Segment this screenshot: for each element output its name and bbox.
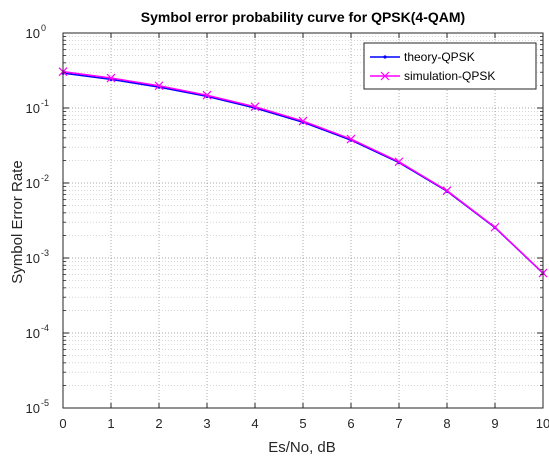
data-point-x-marker xyxy=(298,116,308,126)
x-tick-label: 0 xyxy=(59,416,66,431)
y-tick-exponent: -4 xyxy=(41,323,49,333)
y-tick-label: 10 xyxy=(26,26,40,41)
y-tick-label: 10 xyxy=(26,401,40,416)
y-tick-exponent: 0 xyxy=(41,23,46,33)
legend-x-marker xyxy=(380,71,390,81)
data-point-x-marker xyxy=(490,222,500,232)
data-point-x-marker xyxy=(154,81,164,91)
y-tick-exponent: -1 xyxy=(41,98,49,108)
legend-label: simulation-QPSK xyxy=(404,69,495,83)
data-point-x-marker xyxy=(394,157,404,167)
x-tick-label: 9 xyxy=(491,416,498,431)
axis-ticks xyxy=(62,32,544,409)
legend-box xyxy=(363,42,537,90)
chart-title: Symbol error probability curve for QPSK(… xyxy=(141,9,465,25)
x-axis-label: Es/No, dB xyxy=(268,439,336,456)
y-tick-exponent: -3 xyxy=(41,248,49,258)
data-point-x-marker xyxy=(346,134,356,144)
x-tick-label: 4 xyxy=(251,416,258,431)
legend-point-marker xyxy=(383,55,387,59)
x-tick-label: 3 xyxy=(203,416,210,431)
legend-label: theory-QPSK xyxy=(404,50,475,64)
x-tick-label: 10 xyxy=(536,416,549,431)
y-tick-exponent: -5 xyxy=(41,398,49,408)
y-tick-label: 10 xyxy=(26,326,40,341)
x-tick-label: 1 xyxy=(107,416,114,431)
data-point-x-marker xyxy=(250,102,260,112)
x-tick-label: 8 xyxy=(443,416,450,431)
y-tick-exponent: -2 xyxy=(41,173,49,183)
data-point-x-marker xyxy=(106,73,116,83)
x-tick-label: 6 xyxy=(347,416,354,431)
x-tick-label: 7 xyxy=(395,416,402,431)
x-tick-label: 5 xyxy=(299,416,306,431)
y-tick-label: 10 xyxy=(26,101,40,116)
legend: theory-QPSK simulation-QPSK xyxy=(363,42,537,90)
major-grid xyxy=(63,33,543,408)
y-tick-label: 10 xyxy=(26,251,40,266)
x-tick-label: 2 xyxy=(155,416,162,431)
data-point-x-marker xyxy=(202,90,212,100)
y-tick-label: 10 xyxy=(26,176,40,191)
y-axis-label: Symbol Error Rate xyxy=(9,160,26,283)
data-point-x-marker xyxy=(442,186,452,196)
x-tick-labels: 0 1 2 3 4 5 6 7 8 9 10 xyxy=(59,416,549,431)
